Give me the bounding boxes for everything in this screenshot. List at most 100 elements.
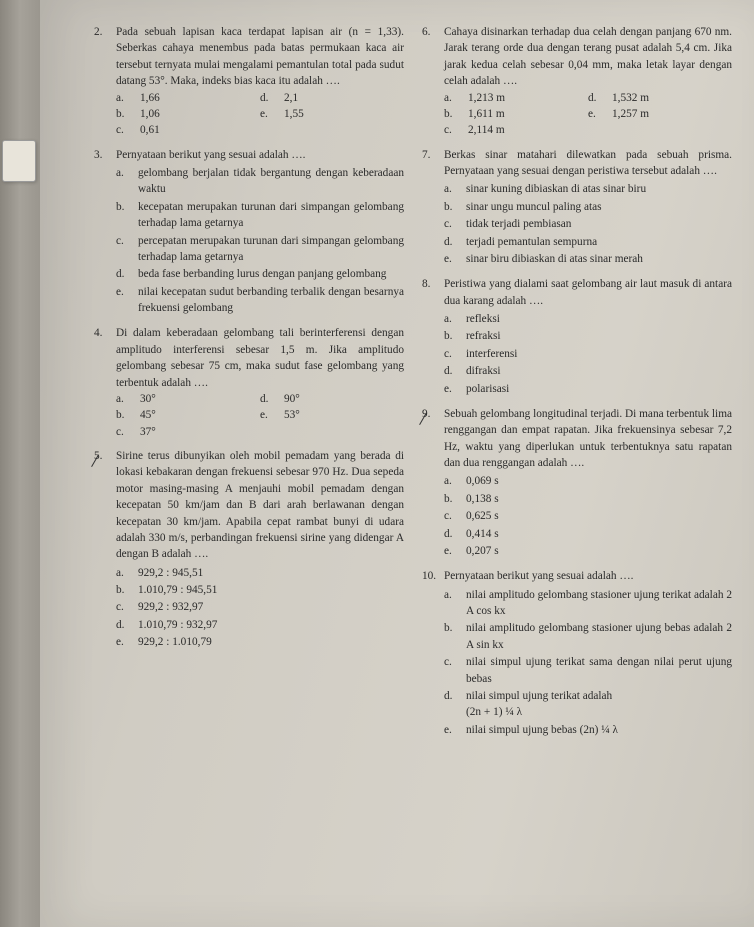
opt-4c: 37° — [140, 424, 156, 440]
opt-6e-let: e. — [588, 106, 612, 122]
opt-9a: 0,069 s — [466, 473, 732, 489]
opt-7b-let: b. — [444, 199, 466, 215]
opt-2a: 1,66 — [140, 90, 160, 106]
qbody-5: Sirine terus dibunyikan oleh mobil pemad… — [116, 448, 404, 652]
opt-10b: nilai amplitudo gelombang stasioner ujun… — [466, 620, 732, 653]
opt-8a: refleksi — [466, 311, 732, 327]
page-surface: 2. Pada sebuah lapisan kaca terdapat lap… — [40, 0, 754, 927]
qnum-5: 5. — [94, 448, 116, 652]
opt-10c-let: c. — [444, 654, 466, 687]
opt-4c-let: c. — [116, 424, 140, 440]
opt-4b: 45° — [140, 407, 156, 423]
opt-4d-let: d. — [260, 391, 284, 407]
question-5: 5. Sirine terus dibunyikan oleh mobil pe… — [94, 448, 404, 652]
qbody-6: Cahaya disinarkan terhadap dua celah den… — [444, 24, 732, 139]
qnum-8: 8. — [422, 276, 444, 398]
opt-2d-let: d. — [260, 90, 284, 106]
qbody-4: Di dalam keberadaan gelombang tali berin… — [116, 325, 404, 440]
opt-4a: 30° — [140, 391, 156, 407]
opt-4e: 53° — [284, 407, 300, 423]
opt-5b-let: b. — [116, 582, 138, 598]
opt-5b: 1.010,79 : 945,51 — [138, 582, 404, 598]
stem-8: Peristiwa yang dialami saat gelombang ai… — [444, 276, 732, 309]
question-3: 3. Pernyataan berikut yang sesuai adalah… — [94, 147, 404, 318]
opts-4: a.30° d.90° b.45° e.53° c.37° — [116, 391, 404, 440]
qnum-6: 6. — [422, 24, 444, 139]
opt-4a-let: a. — [116, 391, 140, 407]
opt-9e: 0,207 s — [466, 543, 732, 559]
right-column: 6. Cahaya disinarkan terhadap dua celah … — [422, 24, 732, 747]
opt-9c: 0,625 s — [466, 508, 732, 524]
opt-10d-pre: nilai simpul ujung terikat adalah — [466, 690, 612, 702]
opt-6e: 1,257 m — [612, 106, 649, 122]
opt-9b-let: b. — [444, 491, 466, 507]
opts-5: a.929,2 : 945,51 b.1.010,79 : 945,51 c.9… — [116, 565, 404, 651]
qbody-10: Pernyataan berikut yang sesuai adalah ….… — [444, 568, 732, 739]
opt-3e: nilai kecepatan sudut berbanding terbali… — [138, 284, 404, 317]
opt-2a-let: a. — [116, 90, 140, 106]
opt-7c-let: c. — [444, 216, 466, 232]
opt-9e-let: e. — [444, 543, 466, 559]
opt-3c: percepatan merupakan turunan dari simpan… — [138, 233, 404, 266]
opt-5d: 1.010,79 : 932,97 — [138, 617, 404, 633]
opts-8: a.refleksi b.refraksi c.interferensi d.d… — [444, 311, 732, 397]
opt-9a-let: a. — [444, 473, 466, 489]
opt-10a: nilai amplitudo gelombang stasioner ujun… — [466, 587, 732, 620]
opt-2c: 0,61 — [140, 122, 160, 138]
opt-9b: 0,138 s — [466, 491, 732, 507]
opt-10d-expr: (2n + 1) ¼ λ — [466, 706, 522, 718]
opt-10b-let: b. — [444, 620, 466, 653]
stem-7: Berkas sinar matahari dilewatkan pada se… — [444, 147, 732, 180]
opt-5a-let: a. — [116, 565, 138, 581]
opt-3b: kecepatan merupakan turunan dari simpang… — [138, 199, 404, 232]
qnum-9: 9. — [422, 406, 444, 560]
stem-9: Sebuah gelombang longitudinal terjadi. D… — [444, 406, 732, 472]
opt-5a: 929,2 : 945,51 — [138, 565, 404, 581]
qnum-2: 2. — [94, 24, 116, 139]
opt-2e: 1,55 — [284, 106, 304, 122]
opt-8e: polarisasi — [466, 381, 732, 397]
opt-7d-let: d. — [444, 234, 466, 250]
opts-3: a.gelombang berjalan tidak bergantung de… — [116, 165, 404, 316]
opt-6c: 2,114 m — [468, 122, 505, 138]
opts-7: a.sinar kuning dibiaskan di atas sinar b… — [444, 181, 732, 267]
opt-9d-let: d. — [444, 526, 466, 542]
opt-3d-let: d. — [116, 266, 138, 282]
opt-6d-let: d. — [588, 90, 612, 106]
opt-8b-let: b. — [444, 328, 466, 344]
opt-3e-let: e. — [116, 284, 138, 317]
question-4: 4. Di dalam keberadaan gelombang tali be… — [94, 325, 404, 440]
qbody-8: Peristiwa yang dialami saat gelombang ai… — [444, 276, 732, 398]
opt-7b: sinar ungu muncul paling atas — [466, 199, 732, 215]
opt-10d: nilai simpul ujung terikat adalah (2n + … — [466, 688, 732, 721]
opt-2c-let: c. — [116, 122, 140, 138]
qnum-7: 7. — [422, 147, 444, 269]
qbody-7: Berkas sinar matahari dilewatkan pada se… — [444, 147, 732, 269]
question-6: 6. Cahaya disinarkan terhadap dua celah … — [422, 24, 732, 139]
opt-8d: difraksi — [466, 363, 732, 379]
opt-6c-let: c. — [444, 122, 468, 138]
opt-2e-let: e. — [260, 106, 284, 122]
qbody-9: Sebuah gelombang longitudinal terjadi. D… — [444, 406, 732, 560]
opt-3a-let: a. — [116, 165, 138, 198]
opt-3b-let: b. — [116, 199, 138, 232]
question-8: 8. Peristiwa yang dialami saat gelombang… — [422, 276, 732, 398]
side-tab — [2, 140, 36, 182]
opt-7d: terjadi pemantulan sempurna — [466, 234, 732, 250]
opts-6: a.1,213 m d.1,532 m b.1,611 m e.1,257 m … — [444, 90, 732, 139]
opt-7a-let: a. — [444, 181, 466, 197]
qnum-10: 10. — [422, 568, 444, 739]
opt-5d-let: d. — [116, 617, 138, 633]
opts-10: a.nilai amplitudo gelombang stasioner uj… — [444, 587, 732, 738]
opt-10c: nilai simpul ujung terikat sama dengan n… — [466, 654, 732, 687]
qnum-4: 4. — [94, 325, 116, 440]
opt-7e-let: e. — [444, 251, 466, 267]
opt-4b-let: b. — [116, 407, 140, 423]
opt-5e-let: e. — [116, 634, 138, 650]
opt-8b: refraksi — [466, 328, 732, 344]
opt-4d: 90° — [284, 391, 300, 407]
opt-6a: 1,213 m — [468, 90, 505, 106]
opts-2: a.1,66 d.2,1 b.1,06 e.1,55 c.0,61 — [116, 90, 404, 139]
opt-7e: sinar biru dibiaskan di atas sinar merah — [466, 251, 732, 267]
opt-10e: nilai simpul ujung bebas (2n) ¼ λ — [466, 722, 732, 738]
